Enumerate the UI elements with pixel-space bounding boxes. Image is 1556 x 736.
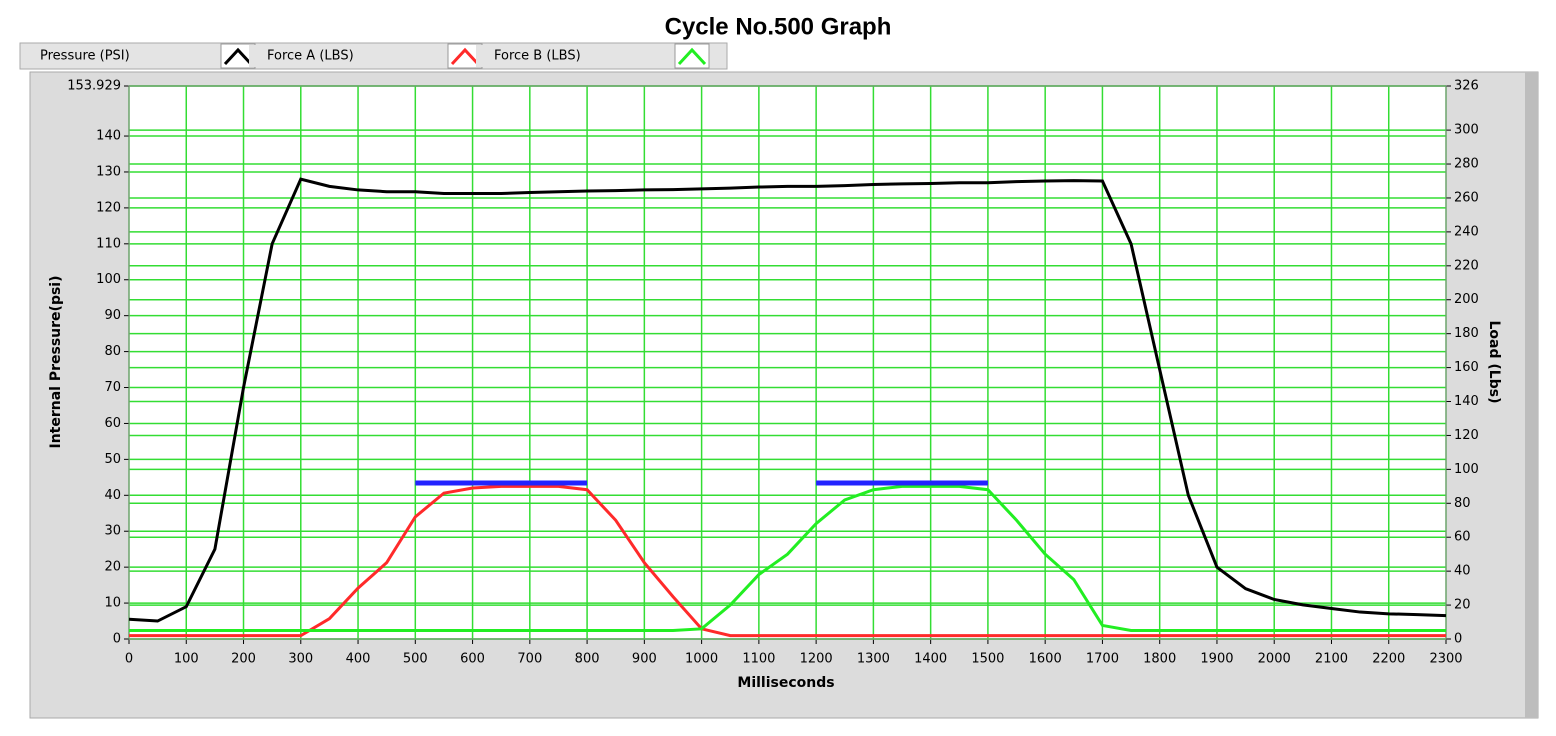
- x-tick-label: 100: [174, 652, 199, 667]
- y2-tick-label: 180: [1454, 326, 1479, 341]
- x-tick-label: 1700: [1086, 652, 1119, 667]
- y2-tick-label: 220: [1454, 258, 1479, 273]
- y-tick-label: 100: [96, 272, 121, 287]
- y-tick-label: 50: [104, 452, 121, 467]
- y2-tick-label: 20: [1454, 598, 1471, 613]
- x-tick-label: 2200: [1372, 652, 1405, 667]
- x-tick-label: 1500: [971, 652, 1004, 667]
- legend-label: Force B (LBS): [494, 49, 581, 64]
- series-line: [128, 177, 1447, 623]
- x-tick-label: 2000: [1258, 652, 1291, 667]
- legend-icon: [450, 47, 480, 66]
- y2-tick-label: 326: [1454, 79, 1479, 94]
- y-tick-label: 120: [96, 200, 121, 215]
- x-tick-label: 500: [403, 652, 428, 667]
- y-tick-label: 20: [104, 560, 121, 575]
- x-tick-label: 200: [231, 652, 256, 667]
- y2-tick-label: 0: [1454, 632, 1462, 647]
- legend-label-box: [476, 45, 672, 67]
- plot-border: [128, 85, 1447, 640]
- x-tick-label: 2100: [1315, 652, 1348, 667]
- x-tick-label: 1100: [742, 652, 775, 667]
- y-tick-label: 140: [96, 129, 121, 144]
- y2-tick-label: 100: [1454, 462, 1479, 477]
- y2-tick-label: 200: [1454, 292, 1479, 307]
- y-tick-label: 60: [104, 416, 121, 431]
- x-tick-label: 1600: [1029, 652, 1062, 667]
- y2-tick-label: 40: [1454, 564, 1471, 579]
- x-tick-label: 2300: [1429, 652, 1462, 667]
- y-tick-label: 153.929: [67, 79, 121, 94]
- x-tick-label: 1800: [1143, 652, 1176, 667]
- y2-tick-label: 120: [1454, 428, 1479, 443]
- y-tick-label: 110: [96, 236, 121, 251]
- x-tick-label: 900: [632, 652, 657, 667]
- y-tick-label: 10: [104, 596, 121, 611]
- y2-tick-label: 260: [1454, 190, 1479, 205]
- series-line: [129, 484, 1446, 633]
- legend-label: Pressure (PSI): [40, 49, 130, 64]
- x-axis-title: Milliseconds: [737, 675, 834, 691]
- y-tick-label: 30: [104, 524, 121, 539]
- x-tick-label: 1200: [800, 652, 833, 667]
- legend-label: Force A (LBS): [267, 49, 354, 64]
- x-tick-label: 400: [346, 652, 371, 667]
- y-tick-label: 70: [104, 380, 121, 395]
- y2-tick-label: 60: [1454, 530, 1471, 545]
- y-tick-label: 80: [104, 344, 121, 359]
- legend-icon: [677, 47, 707, 66]
- y2-tick-label: 240: [1454, 224, 1479, 239]
- y2-tick-label: 140: [1454, 394, 1479, 409]
- y2-tick-label: 280: [1454, 157, 1479, 172]
- x-tick-label: 1900: [1200, 652, 1233, 667]
- y-tick-label: 0: [113, 632, 121, 647]
- y-tick-label: 130: [96, 164, 121, 179]
- legend-label-box: [249, 45, 445, 67]
- y-tick-label: 40: [104, 488, 121, 503]
- x-tick-label: 700: [517, 652, 542, 667]
- plot-area: [129, 86, 1446, 639]
- y2-tick-label: 80: [1454, 496, 1471, 511]
- scrollbar: [1525, 72, 1538, 718]
- y2-tick-label: 300: [1454, 123, 1479, 138]
- x-tick-label: 1300: [857, 652, 890, 667]
- x-tick-label: 0: [125, 652, 133, 667]
- y2-axis-title: Load (Lbs): [1486, 321, 1502, 404]
- x-tick-label: 800: [575, 652, 600, 667]
- legend-label-box: [22, 45, 218, 67]
- y-tick-label: 90: [104, 308, 121, 323]
- y-axis-title: Internal Pressure(psi): [48, 276, 64, 449]
- x-tick-label: 1400: [914, 652, 947, 667]
- x-tick-label: 300: [288, 652, 313, 667]
- chart-title: Cycle No.500 Graph: [665, 13, 892, 40]
- legend-icon: [223, 47, 253, 66]
- x-tick-label: 1000: [685, 652, 718, 667]
- y2-tick-label: 160: [1454, 360, 1479, 375]
- x-tick-label: 600: [460, 652, 485, 667]
- series-line: [129, 484, 1446, 638]
